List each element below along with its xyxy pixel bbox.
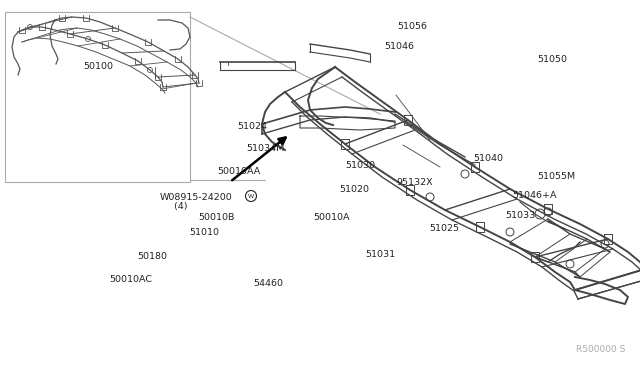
Text: 95132X: 95132X: [397, 178, 433, 187]
Text: 51050: 51050: [538, 55, 568, 64]
Text: 51056: 51056: [397, 22, 427, 31]
Text: 51034M: 51034M: [246, 144, 285, 153]
Text: 51046+A: 51046+A: [512, 191, 557, 200]
Text: 51046: 51046: [384, 42, 414, 51]
Text: 51025: 51025: [429, 224, 459, 233]
Bar: [5, 12, 190, 182]
Text: 50010AC: 50010AC: [109, 275, 152, 284]
Text: W: W: [248, 193, 254, 199]
Text: W08915-24200: W08915-24200: [160, 193, 233, 202]
Text: 51010: 51010: [189, 228, 219, 237]
Text: R500000 S: R500000 S: [575, 345, 625, 354]
Text: 50010A: 50010A: [314, 213, 350, 222]
Text: 51040: 51040: [474, 154, 504, 163]
Text: 51020: 51020: [339, 185, 369, 194]
Text: 51024: 51024: [237, 122, 267, 131]
Text: 51055M: 51055M: [538, 172, 576, 181]
Text: 50010AA: 50010AA: [218, 167, 261, 176]
Text: 51031: 51031: [365, 250, 395, 259]
Text: 51033: 51033: [506, 211, 536, 220]
Text: 54460: 54460: [253, 279, 283, 288]
Text: 50100: 50100: [83, 62, 113, 71]
Text: 50010B: 50010B: [198, 213, 235, 222]
Text: 51030: 51030: [346, 161, 376, 170]
Text: (4): (4): [168, 202, 188, 211]
Text: 50180: 50180: [138, 252, 168, 261]
